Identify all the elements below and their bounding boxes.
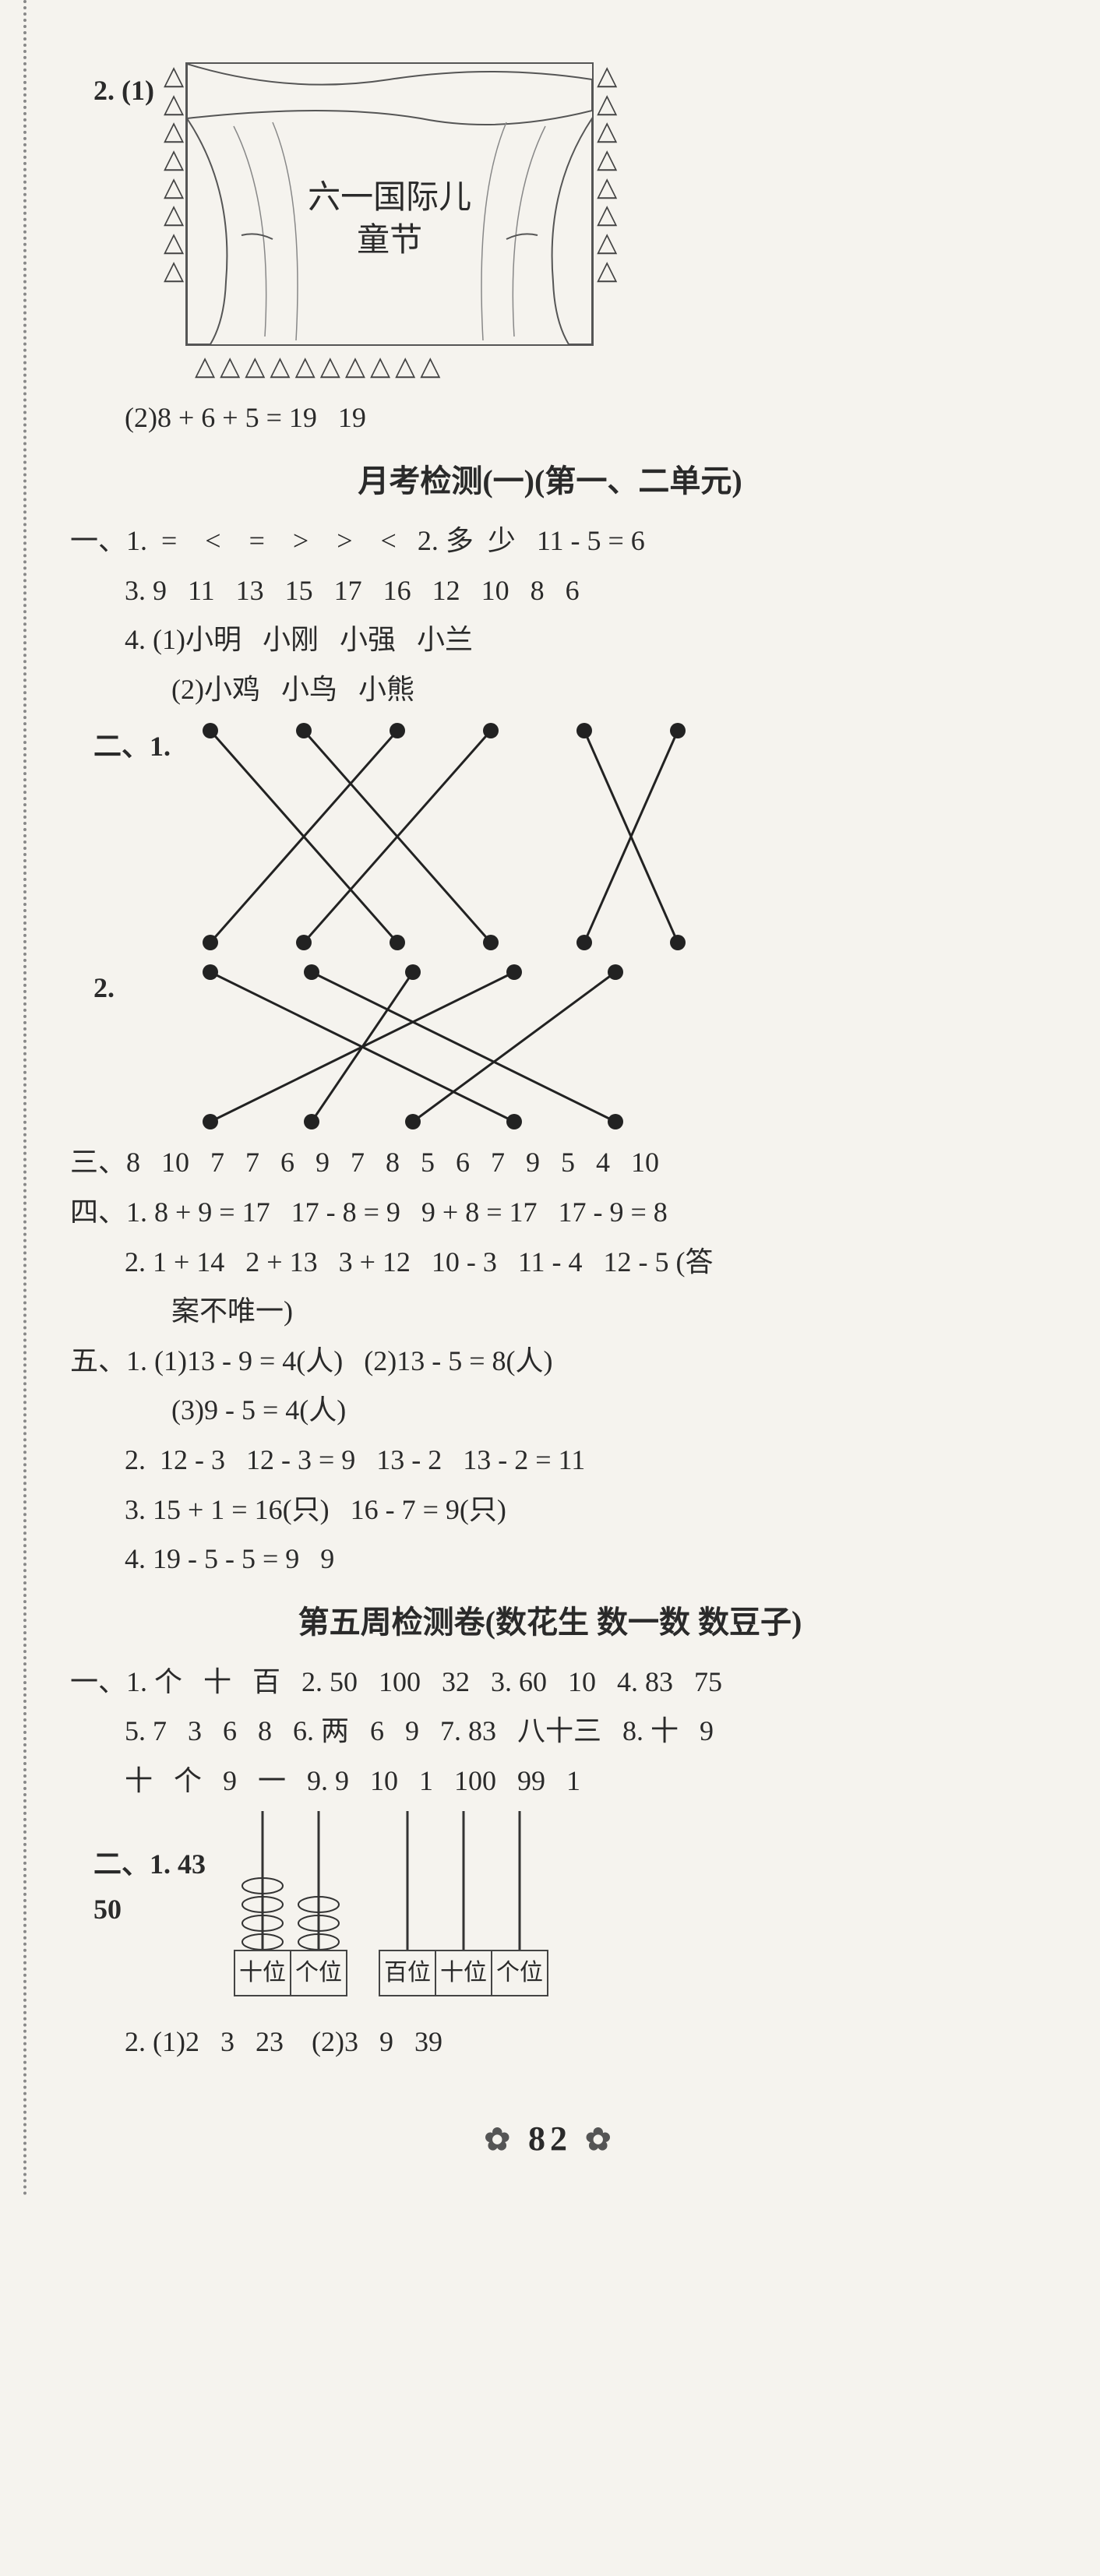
abacus-label-cell: 十位 (235, 1951, 291, 1995)
sec5-l1b: (3)9 - 5 = 4(人) (171, 1388, 1053, 1433)
match-2: 2. (93, 961, 1053, 1133)
abacus2-svg (379, 1811, 548, 1951)
sec5-l1: 五、1. (1)13 - 9 = 4(人) (2)13 - 5 = 8(人) (70, 1339, 1053, 1384)
sec4-l2b: 案不唯一) (171, 1289, 1053, 1334)
w5sec1-l3: 十 个 9 一 9. 9 10 1 100 99 1 (125, 1759, 1053, 1804)
stage-line2: 童节 (308, 220, 471, 263)
w5sec2-l2: 2. (1)2 3 23 (2)3 9 39 (125, 2020, 1053, 2065)
stage: 六一国际儿 童节 (185, 62, 594, 346)
triangle-row-bottom: △△△△△△△△△△ (195, 346, 615, 388)
sec1-l1: 一、1. = < = > > < 2. 多 少 11 - 5 = 6 (70, 519, 1053, 564)
match-1: 二、1. (93, 720, 1053, 953)
triangle-col-left: △△△△△△△△ (164, 62, 182, 346)
triangle-col-right: △△△△△△△△ (597, 62, 615, 346)
curtain-box: △△△△△△△△ 六一国际儿 童节 (164, 62, 615, 388)
sec1-l3: 3. 9 11 13 15 17 16 12 10 8 6 (125, 569, 1053, 614)
abacus-2: 百位十位个位 (379, 1811, 548, 1996)
w5sec2-abacus-row: 二、1. 43 50 十位个位 百位十位个位 (93, 1811, 1053, 1996)
sec2-label2: 2. (93, 961, 179, 1011)
abacus-label-cell: 个位 (291, 1951, 346, 1995)
sec5-l2: 2. 12 - 3 12 - 3 = 9 13 - 2 13 - 2 = 11 (125, 1438, 1053, 1483)
sec5-l3: 3. 15 + 1 = 16(只) 16 - 7 = 9(只) (125, 1488, 1053, 1533)
q2-2: (2)8 + 6 + 5 = 19 19 (125, 396, 1053, 441)
heading-week5: 第五周检测卷(数花生 数一数 数豆子) (47, 1598, 1053, 1647)
w5sec2-label: 二、1. 43 50 (93, 1811, 234, 1932)
stage-line1: 六一国际儿 (308, 177, 471, 220)
curtain-mid: △△△△△△△△ 六一国际儿 童节 (164, 62, 615, 346)
heading-monthly-test: 月考检测(一)(第一、二单元) (47, 456, 1053, 506)
sec1-l4b: (2)小鸡 小鸟 小熊 (171, 668, 1053, 713)
abacus-group: 十位个位 百位十位个位 (234, 1811, 548, 1996)
w5sec1-l2: 5. 7 3 6 8 6. 两 6 9 7. 83 八十三 8. 十 9 (125, 1709, 1053, 1754)
abacus-label-cell: 百位 (380, 1951, 436, 1995)
sec3: 三、8 10 7 7 6 9 7 8 5 6 7 9 5 4 10 (70, 1140, 1053, 1186)
ornament-right-icon: ✿ (585, 2122, 616, 2157)
match1-svg (179, 720, 709, 953)
page: 2. (1) △△△△△△△△ (0, 0, 1100, 2197)
page-number: ✿ 82 ✿ (47, 2112, 1053, 2166)
ornament-left-icon: ✿ (484, 2122, 515, 2157)
stage-text: 六一国际儿 童节 (308, 177, 471, 262)
q2-label: 2. (1) (93, 62, 154, 114)
sec2-label1: 二、1. (93, 720, 179, 770)
abacus1-base: 十位个位 (234, 1950, 347, 1996)
abacus2-base: 百位十位个位 (379, 1950, 548, 1996)
abacus1-svg (234, 1811, 347, 1951)
w5sec1-l1: 一、1. 个 十 百 2. 50 100 32 3. 60 10 4. 83 7… (70, 1660, 1053, 1705)
sec5-l4: 4. 19 - 5 - 5 = 9 9 (125, 1537, 1053, 1582)
sec4-l2: 2. 1 + 14 2 + 13 3 + 12 10 - 3 11 - 4 12… (125, 1240, 1053, 1285)
sec4-l1: 四、1. 8 + 9 = 17 17 - 8 = 9 9 + 8 = 17 17… (70, 1190, 1053, 1235)
abacus-label-cell: 十位 (436, 1951, 492, 1995)
binding-dots (23, 0, 26, 2197)
abacus-1: 十位个位 (234, 1811, 347, 1996)
abacus-label-cell: 个位 (492, 1951, 547, 1995)
page-number-value: 82 (528, 2120, 572, 2158)
match2-svg (179, 961, 709, 1133)
q2-1-curtain: 2. (1) △△△△△△△△ (93, 62, 1053, 388)
sec1-l4a: 4. (1)小明 小刚 小强 小兰 (125, 618, 1053, 663)
